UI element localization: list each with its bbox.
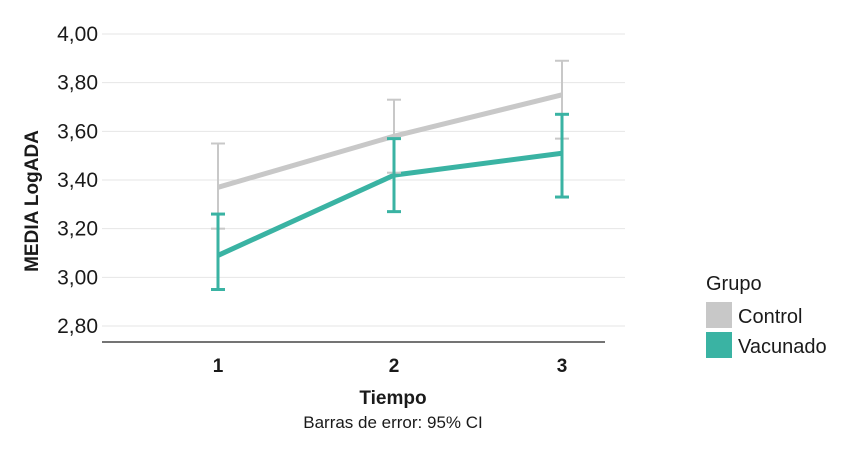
y-tick-label: 2,80 xyxy=(57,315,98,338)
error-bar-note: Barras de error: 95% CI xyxy=(303,413,483,432)
y-tick-label: 4,00 xyxy=(57,23,98,46)
legend-swatch-vacunado xyxy=(706,332,732,358)
x-tick-label: 2 xyxy=(389,356,400,377)
y-axis-title: MEDIA LogADA xyxy=(22,130,43,272)
legend-label-control: Control xyxy=(738,306,802,328)
x-tick-label: 1 xyxy=(213,356,224,377)
error-bar-vacunado xyxy=(555,112,569,199)
error-bar-vacunado xyxy=(211,212,225,291)
error-bar-vacunado xyxy=(387,137,401,214)
x-tick-labels: 1 2 3 xyxy=(213,356,568,377)
y-tick-label: 3,40 xyxy=(57,169,98,192)
series-lines xyxy=(216,92,563,258)
y-tick-labels: 2,80 3,00 3,20 3,40 3,60 3,80 4,00 xyxy=(57,23,98,338)
x-axis-title: Tiempo xyxy=(359,388,426,409)
legend-label-vacunado: Vacunado xyxy=(738,336,827,358)
y-tick-label: 3,60 xyxy=(57,120,98,143)
error-bars xyxy=(211,59,569,291)
y-tick-label: 3,00 xyxy=(57,266,98,289)
legend-title: Grupo xyxy=(706,273,762,295)
legend-swatch-control xyxy=(706,302,732,328)
y-tick-label: 3,20 xyxy=(57,218,98,241)
series-line-vacunado xyxy=(216,150,563,258)
x-tick-label: 3 xyxy=(557,356,568,377)
y-tick-label: 3,80 xyxy=(57,72,98,95)
grid-lines xyxy=(102,33,625,327)
legend: Grupo Control Vacunado xyxy=(706,273,827,358)
